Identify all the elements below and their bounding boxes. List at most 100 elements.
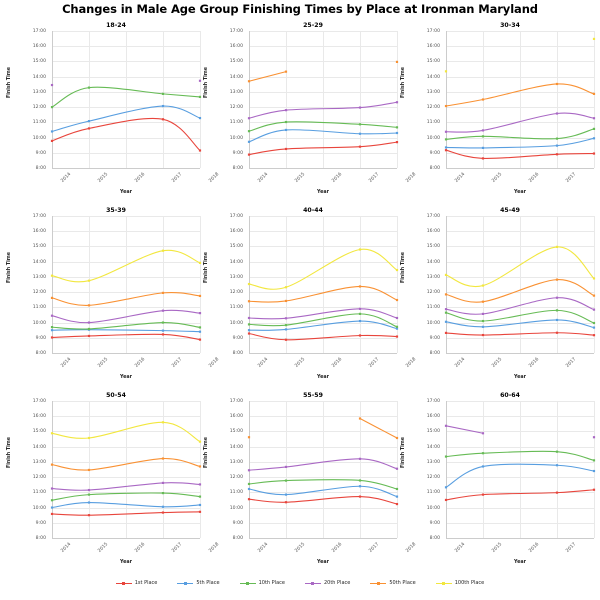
gridline-vertical [163,216,164,353]
data-point-marker [395,298,399,302]
legend-item-20th-place[interactable]: 20th Place [304,580,351,586]
x-axis-tick-label: 2017 [565,172,578,184]
y-axis-tick-label: 10:00 [32,320,46,326]
y-axis-tick-label: 8:00 [232,351,243,356]
data-point-marker [592,334,596,337]
y-axis-tick-label: 12:00 [426,290,440,296]
data-point-marker [358,334,362,337]
y-axis-label: Finish Time [7,66,13,99]
y-axis-tick-label: 13:00 [426,459,440,465]
series-line-1st-place [445,149,595,160]
legend-item-10th-place[interactable]: 10th Place [239,580,285,586]
data-point-marker [358,319,362,323]
data-point-marker [358,123,362,126]
data-point-marker [161,104,165,108]
gridline-vertical [520,31,521,168]
y-axis-tick-label: 17:00 [32,29,46,34]
data-point-marker [87,321,91,324]
data-point-marker [444,138,448,141]
series-line-50th-place [51,457,201,471]
gridline-vertical [594,401,595,538]
x-axis-tick-label: 2017 [171,172,184,184]
x-axis-tick-label: 2015 [294,172,307,184]
data-point-marker [284,324,288,327]
data-point-marker [284,70,288,73]
data-point-marker [247,300,251,303]
gridline-vertical [126,401,127,538]
data-point-marker [358,479,362,482]
series-line-10th-place [445,128,595,140]
legend-label: 20th Place [323,580,351,586]
legend-item-50th-place[interactable]: 50th Place [370,580,416,586]
y-axis-tick-label: 9:00 [429,150,440,156]
data-point-marker [555,296,559,299]
y-axis-tick-label: 11:00 [32,120,46,126]
data-point-marker [395,60,399,64]
data-point-marker [50,506,54,509]
data-point-marker [87,279,91,282]
legend-item-100th-place[interactable]: 100th Place [435,580,484,586]
plot-area [446,216,595,354]
series-line-100th-place [51,421,201,443]
data-point-marker [50,329,54,332]
data-point-marker [161,249,165,252]
x-axis-tick-label: 2014 [60,357,73,369]
data-point-marker [87,86,91,89]
x-axis-tick-label: 2014 [454,172,467,184]
data-point-marker [247,487,251,491]
data-point-marker [284,479,288,482]
x-axis-tick-label: 2014 [60,542,73,554]
data-point-marker [555,153,559,156]
y-axis-tick-label: 12:00 [426,105,440,111]
y-axis-tick-label: 11:00 [229,305,243,311]
data-point-marker [592,321,596,325]
x-axis-tick-label: 2016 [331,357,344,369]
y-axis-label: Finish Time [204,66,210,99]
plot-area [249,216,398,354]
y-axis-line [52,216,53,353]
data-point-marker [555,278,559,281]
x-axis-tick-label: 2017 [171,542,184,554]
data-point-marker [481,333,485,337]
series-layer [444,37,596,160]
data-point-marker [358,248,362,251]
y-axis-label: Finish Time [204,436,210,469]
y-axis-tick-label: 8:00 [429,351,440,356]
subplot-title: 18-24 [106,22,126,29]
data-point-marker [592,436,596,439]
y-axis-tick-label: 11:00 [32,305,46,311]
x-axis-label: Year [120,190,132,195]
y-axis-tick-label: 11:00 [229,490,243,496]
x-axis-tick-label: 2015 [491,357,504,369]
data-point-marker [50,274,54,277]
subplot-title: 35-39 [106,207,126,214]
data-point-marker [198,326,202,329]
data-point-marker [444,455,448,458]
data-point-marker [50,326,54,329]
legend-label: 5th Place [196,580,220,586]
y-axis-tick-label: 10:00 [32,505,46,511]
data-point-marker [50,106,54,109]
series-layer [50,79,202,152]
data-point-marker [50,487,54,490]
page-title: Changes in Male Age Group Finishing Time… [62,2,538,16]
gridline-vertical [397,31,398,168]
data-point-marker [284,286,288,289]
data-point-marker [481,157,485,160]
gridline-vertical [397,216,398,353]
legend-label: 1st Place [134,580,158,586]
data-point-marker [50,499,54,502]
y-axis-tick-label: 13:00 [32,459,46,465]
legend-item-1st-place[interactable]: 1st Place [115,580,158,586]
legend-item-5th-place[interactable]: 5th Place [177,580,220,586]
y-axis-line [52,401,53,538]
data-point-marker [444,146,448,149]
y-axis-tick-label: 9:00 [232,150,243,156]
data-point-marker [87,304,91,307]
y-axis-tick-label: 12:00 [32,290,46,296]
data-point-marker [161,321,165,324]
x-axis-label: Year [514,560,526,565]
y-axis-tick-label: 14:00 [229,259,243,265]
x-axis-tick-label: 2014 [257,172,270,184]
y-axis-tick-label: 11:00 [426,120,440,126]
